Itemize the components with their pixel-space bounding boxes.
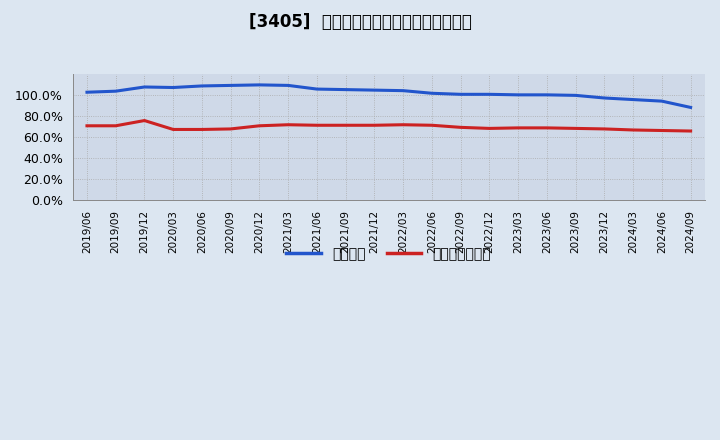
Legend: 固定比率, 固定長期適合率: 固定比率, 固定長期適合率 xyxy=(281,241,497,266)
Text: [3405]  固定比率、固定長期適合率の推移: [3405] 固定比率、固定長期適合率の推移 xyxy=(248,13,472,31)
